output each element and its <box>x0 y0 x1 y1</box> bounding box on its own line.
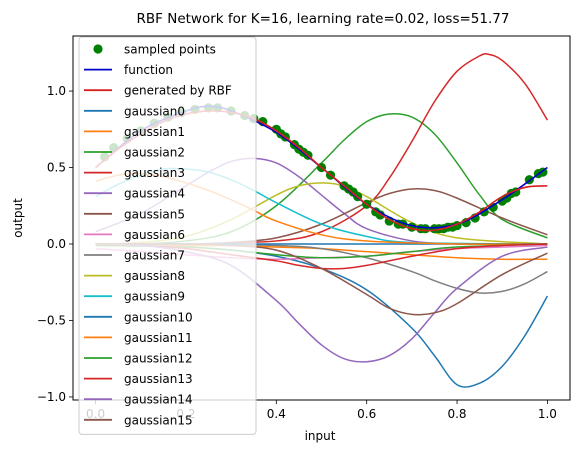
x-axis-label: input <box>305 429 336 443</box>
legend-marker <box>93 44 102 53</box>
y-tick-label: 0.5 <box>47 161 66 175</box>
legend-label: gaussian2 <box>124 146 185 160</box>
legend-label: gaussian1 <box>124 125 185 139</box>
x-tick-label: 1.0 <box>538 407 557 421</box>
y-tick-label: 1.0 <box>47 84 66 98</box>
y-axis-label: output <box>11 198 25 238</box>
legend-label: gaussian3 <box>124 166 185 180</box>
legend-label: gaussian9 <box>124 290 185 304</box>
x-tick-label: 0.8 <box>447 407 466 421</box>
y-tick-label: −0.5 <box>37 313 66 327</box>
legend-label: gaussian0 <box>124 104 185 118</box>
x-tick-label: 0.4 <box>267 407 286 421</box>
legend-label: gaussian12 <box>124 352 193 366</box>
y-axis: −1.0 −0.5 0.0 0.5 1.0 <box>37 84 73 404</box>
x-tick-label: 0.6 <box>357 407 376 421</box>
y-tick-label: −1.0 <box>37 390 66 404</box>
legend: sampled points function generated by RBF ga… <box>79 37 256 434</box>
legend-label: sampled points <box>124 43 216 57</box>
legend-label: function <box>124 63 173 77</box>
legend-label: gaussian8 <box>124 269 185 283</box>
legend-label: gaussian14 <box>124 393 193 407</box>
legend-label: gaussian10 <box>124 310 193 324</box>
legend-label: gaussian6 <box>124 228 185 242</box>
chart-title: RBF Network for K=16, learning rate=0.02… <box>137 11 510 27</box>
legend-label: gaussian5 <box>124 207 185 221</box>
legend-label: gaussian7 <box>124 249 185 263</box>
sampled-point <box>421 224 430 233</box>
y-tick-label: 0.0 <box>47 237 66 251</box>
legend-label: gaussian4 <box>124 187 185 201</box>
legend-label: generated by RBF <box>124 84 232 98</box>
legend-label: gaussian11 <box>124 331 193 345</box>
legend-label: gaussian15 <box>124 413 193 427</box>
legend-label: gaussian13 <box>124 372 193 386</box>
